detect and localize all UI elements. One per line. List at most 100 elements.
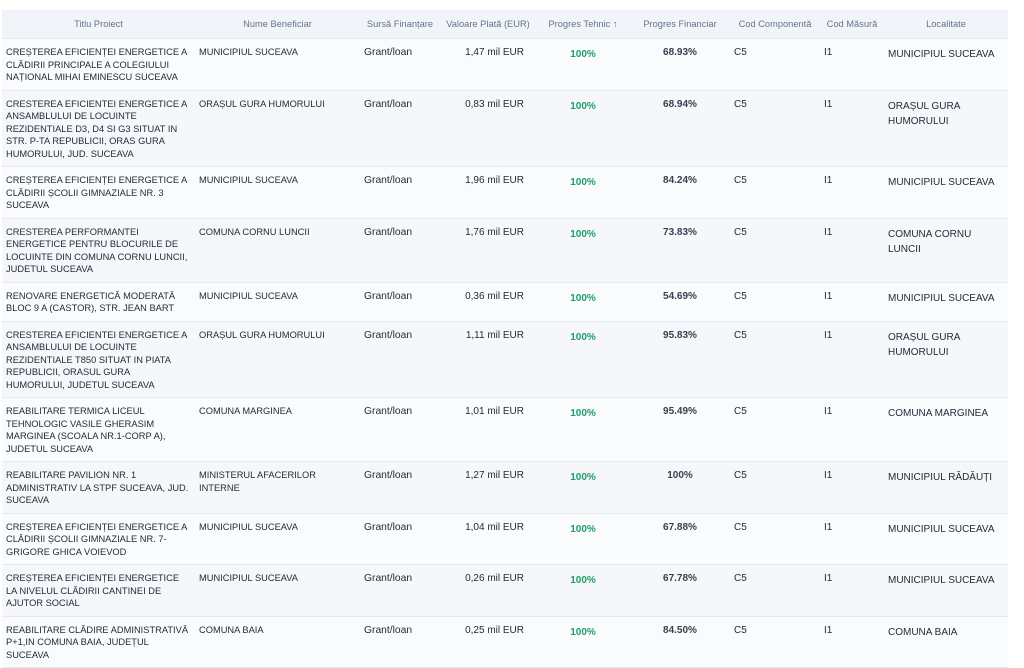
cell-title: CRESTEREA EFICIENTEI ENERGETICE A ANSAMB… [2,90,195,167]
cell-beneficiary: MUNICIPIUL SUCEAVA [195,513,360,565]
cell-source: Grant/loan [360,397,440,462]
cell-title: RENOVARE ENERGETICĂ MODERATĂ BLOC 9 A (C… [2,282,195,322]
cell-measure: I1 [820,397,884,462]
cell-title: CREȘTEREA EFICIENȚEI ENERGETICE A CLĂDIR… [2,513,195,565]
cell-title: REABILITARE CLĂDIRE ADMINISTRATIVĂ P+1,I… [2,616,195,668]
cell-comp: C5 [730,461,820,514]
cell-source: Grant/loan [360,166,440,219]
cell-beneficiary: MUNICIPIUL SUCEAVA [195,38,360,91]
cell-value: 0,36 mil EUR [440,282,536,322]
cell-measure: I1 [820,90,884,167]
cell-value: 1,27 mil EUR [440,461,536,514]
column-header-title[interactable]: Titlu Proiect [2,10,195,39]
table-row[interactable]: REABILITARE TERMICA LICEUL TEHNOLOGIC VA… [2,397,1008,462]
projects-table-container: Titlu Proiect Nume Beneficiar Sursă Finanț… [2,10,1008,668]
cell-value: 1,96 mil EUR [440,166,536,219]
cell-tech: 100% [536,461,630,514]
cell-source: Grant/loan [360,282,440,322]
cell-measure: I1 [820,461,884,514]
cell-source: Grant/loan [360,513,440,565]
column-header-tech[interactable]: Progres Tehnic ↑ [536,10,630,39]
cell-locality: COMUNA BAIA [884,616,1008,668]
table-row[interactable]: CRESTEREA PERFORMANTEI ENERGETICE PENTRU… [2,218,1008,283]
cell-tech: 100% [536,38,630,91]
column-header-comp[interactable]: Cod Componentă [730,10,820,39]
cell-fin: 84.24% [630,166,730,219]
cell-beneficiary: COMUNA CORNU LUNCII [195,218,360,283]
cell-measure: I1 [820,616,884,668]
cell-title: CREȘTEREA EFICIENȚEI ENERGETICE LA NIVEL… [2,564,195,617]
column-header-measure[interactable]: Cod Măsură [820,10,884,39]
cell-tech: 100% [536,282,630,322]
cell-value: 1,04 mil EUR [440,513,536,565]
cell-value: 1,11 mil EUR [440,321,536,398]
cell-tech: 100% [536,90,630,167]
cell-beneficiary: MUNICIPIUL SUCEAVA [195,166,360,219]
column-header-beneficiary[interactable]: Nume Beneficiar [195,10,360,39]
table-row[interactable]: CRESTEREA EFICIENTEI ENERGETICE A ANSAMB… [2,90,1008,167]
cell-value: 0,26 mil EUR [440,564,536,617]
cell-fin: 68.94% [630,90,730,167]
cell-locality: MUNICIPIUL SUCEAVA [884,513,1008,565]
column-header-value[interactable]: Valoare Plată (EUR) [440,10,536,39]
table-row[interactable]: CRESTEREA EFICIENTEI ENERGETICE A ANSAMB… [2,321,1008,398]
table-header-row: Titlu Proiect Nume Beneficiar Sursă Finanț… [2,10,1008,39]
table-row[interactable]: REABILITARE PAVILION NR. 1 ADMINISTRATIV… [2,461,1008,514]
cell-locality: MUNICIPIUL SUCEAVA [884,564,1008,617]
cell-fin: 67.78% [630,564,730,617]
cell-fin: 67.88% [630,513,730,565]
cell-measure: I1 [820,564,884,617]
cell-source: Grant/loan [360,564,440,617]
cell-beneficiary: MUNICIPIUL SUCEAVA [195,282,360,322]
cell-title: CRESTEREA EFICIENTEI ENERGETICE A ANSAMB… [2,321,195,398]
cell-fin: 68.93% [630,38,730,91]
cell-comp: C5 [730,321,820,398]
cell-beneficiary: MUNICIPIUL SUCEAVA [195,564,360,617]
cell-fin: 54.69% [630,282,730,322]
cell-value: 0,83 mil EUR [440,90,536,167]
cell-comp: C5 [730,166,820,219]
cell-fin: 95.49% [630,397,730,462]
cell-measure: I1 [820,38,884,91]
table-row[interactable]: CREȘTEREA EFICIENȚEI ENERGETICE LA NIVEL… [2,564,1008,617]
cell-comp: C5 [730,38,820,91]
column-header-source[interactable]: Sursă Finanțare [360,10,440,39]
cell-comp: C5 [730,616,820,668]
cell-source: Grant/loan [360,461,440,514]
cell-tech: 100% [536,564,630,617]
cell-fin: 95.83% [630,321,730,398]
column-header-locality[interactable]: Localitate [884,10,1008,39]
cell-tech: 100% [536,166,630,219]
table-row[interactable]: CREȘTEREA EFICIENȚEI ENERGETICE A CLĂDIR… [2,38,1008,91]
cell-locality: ORAȘUL GURA HUMORULUI [884,90,1008,167]
cell-locality: COMUNA MARGINEA [884,397,1008,462]
cell-tech: 100% [536,397,630,462]
cell-source: Grant/loan [360,90,440,167]
cell-title: CRESTEREA PERFORMANTEI ENERGETICE PENTRU… [2,218,195,283]
cell-locality: ORAȘUL GURA HUMORULUI [884,321,1008,398]
cell-fin: 84.50% [630,616,730,668]
cell-locality: MUNICIPIUL SUCEAVA [884,282,1008,322]
projects-table: Titlu Proiect Nume Beneficiar Sursă Finanț… [2,10,1008,668]
cell-source: Grant/loan [360,38,440,91]
cell-tech: 100% [536,321,630,398]
cell-comp: C5 [730,218,820,283]
cell-value: 1,76 mil EUR [440,218,536,283]
cell-locality: MUNICIPIUL RĂDĂUȚI [884,461,1008,514]
table-row[interactable]: RENOVARE ENERGETICĂ MODERATĂ BLOC 9 A (C… [2,282,1008,322]
cell-comp: C5 [730,90,820,167]
column-header-fin[interactable]: Progres Financiar [630,10,730,39]
cell-source: Grant/loan [360,321,440,398]
cell-beneficiary: MINISTERUL AFACERILOR INTERNE [195,461,360,514]
cell-beneficiary: ORAȘUL GURA HUMORULUI [195,321,360,398]
cell-title: REABILITARE PAVILION NR. 1 ADMINISTRATIV… [2,461,195,514]
table-row[interactable]: CREȘTEREA EFICIENȚEI ENERGETICE A CLĂDIR… [2,513,1008,565]
cell-tech: 100% [536,218,630,283]
cell-title: REABILITARE TERMICA LICEUL TEHNOLOGIC VA… [2,397,195,462]
cell-comp: C5 [730,282,820,322]
cell-measure: I1 [820,166,884,219]
table-row[interactable]: CREȘTEREA EFICIENȚEI ENERGETICE A CLĂDIR… [2,166,1008,219]
cell-title: CREȘTEREA EFICIENȚEI ENERGETICE A CLĂDIR… [2,166,195,219]
cell-value: 1,01 mil EUR [440,397,536,462]
table-row[interactable]: REABILITARE CLĂDIRE ADMINISTRATIVĂ P+1,I… [2,616,1008,668]
